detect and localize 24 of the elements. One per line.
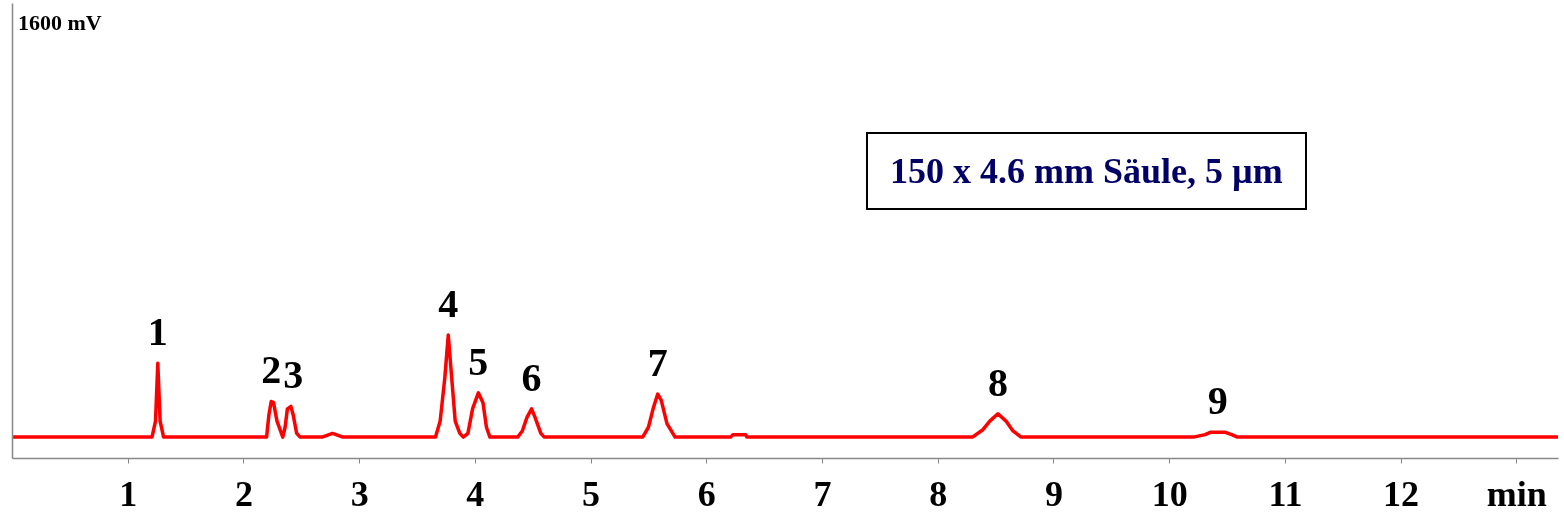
- x-tick-label: 5: [582, 473, 601, 514]
- x-tick-label: 8: [929, 473, 948, 514]
- annotation: 9: [1207, 378, 1228, 424]
- annotation: 3: [283, 352, 304, 398]
- x-tick-label: min: [1486, 473, 1547, 514]
- annotation: 8: [987, 359, 1008, 405]
- note-box: 150 x 4.6 mm Säule, 5 µm: [866, 132, 1307, 210]
- x-tick-label: 12: [1383, 473, 1420, 514]
- x-tick-label: 2: [234, 473, 253, 514]
- x-tick-label: 1: [119, 473, 138, 514]
- annotation: 4: [438, 281, 459, 327]
- x-tick-label: 9: [1044, 473, 1063, 514]
- x-tick-label: 4: [466, 473, 485, 514]
- x-tick-label: 6: [697, 473, 716, 514]
- annotation: 2: [261, 347, 282, 393]
- text: 1600 mV: [18, 10, 102, 35]
- annotation: 1: [147, 309, 168, 355]
- annotation: 7: [647, 340, 668, 386]
- x-tick-label: 7: [813, 473, 832, 514]
- x-tick-label: 11: [1268, 473, 1303, 514]
- annotation: 6: [521, 354, 542, 400]
- annotation: 5: [468, 338, 489, 384]
- x-tick-label: 10: [1151, 473, 1188, 514]
- x-tick-label: 3: [350, 473, 369, 514]
